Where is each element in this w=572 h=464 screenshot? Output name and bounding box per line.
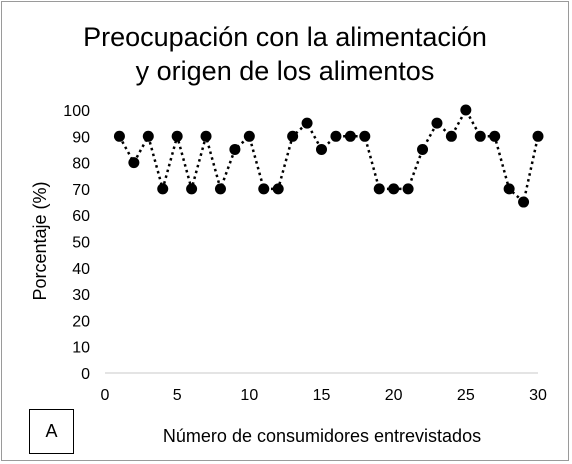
y-tick-label: 40 — [72, 261, 90, 278]
data-points — [113, 104, 544, 208]
chart-title-line-1: Preocupación con la alimentación — [83, 22, 487, 52]
data-point — [417, 143, 429, 155]
y-tick-label: 20 — [72, 313, 90, 330]
y-tick-label: 10 — [72, 340, 90, 357]
x-axis-label: Número de consumidores entrevistados — [163, 426, 481, 446]
x-tick-label: 20 — [385, 387, 403, 404]
data-point — [431, 117, 443, 129]
x-tick-labels: 0 5 10 15 20 25 30 — [101, 387, 547, 404]
data-point — [272, 183, 284, 195]
x-tick-label: 5 — [173, 387, 182, 404]
y-tick-label: 100 — [63, 103, 90, 120]
data-point — [186, 183, 198, 195]
data-point — [344, 130, 356, 142]
y-tick-label: 50 — [72, 235, 90, 252]
data-point — [243, 130, 255, 142]
data-point — [142, 130, 154, 142]
series-dotted-line — [118, 107, 540, 205]
data-point — [301, 117, 313, 129]
data-point — [316, 143, 327, 155]
y-tick-label: 30 — [72, 287, 90, 304]
data-point — [388, 183, 400, 195]
y-tick-labels: 0 10 20 30 40 50 60 70 80 90 100 — [63, 103, 90, 383]
data-point — [258, 183, 270, 195]
data-point — [229, 143, 241, 155]
data-point — [171, 130, 183, 142]
y-tick-label: 70 — [72, 182, 90, 199]
data-point — [157, 183, 169, 195]
data-point — [474, 130, 486, 142]
x-tick-label: 25 — [457, 387, 475, 404]
data-point — [503, 183, 515, 195]
data-point — [373, 183, 385, 195]
x-tick-label: 0 — [101, 387, 110, 404]
data-point — [128, 157, 140, 169]
y-tick-label: 80 — [72, 156, 90, 173]
data-point — [287, 130, 299, 142]
data-point — [402, 183, 414, 195]
x-tick-label: 15 — [313, 387, 331, 404]
x-tick-label: 10 — [240, 387, 258, 404]
data-point — [214, 183, 226, 195]
data-point — [518, 196, 530, 208]
y-tick-label: 0 — [81, 366, 90, 383]
data-point — [200, 130, 212, 142]
panel-label-box: A — [29, 409, 74, 454]
panel-label: A — [45, 421, 58, 441]
data-point — [532, 130, 544, 142]
data-point — [330, 130, 342, 142]
data-point — [460, 104, 472, 116]
y-tick-label: 90 — [72, 129, 90, 146]
data-point — [445, 130, 457, 142]
data-point — [113, 130, 125, 142]
y-axis-label: Porcentaje (%) — [30, 181, 50, 300]
x-tick-label: 30 — [529, 387, 547, 404]
data-point — [359, 130, 371, 142]
data-point — [489, 130, 501, 142]
chart-title-line-2: y origen de los alimentos — [136, 56, 435, 86]
y-tick-label: 60 — [72, 208, 90, 225]
